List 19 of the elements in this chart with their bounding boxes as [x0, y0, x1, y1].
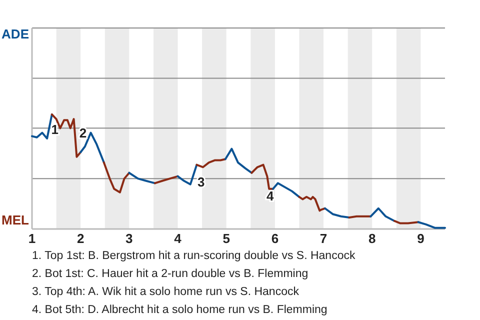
x-tick-label: 1 — [28, 231, 36, 246]
text: 4. Bot 5th: D. Albrecht hit a solo home run vs B. Flemming — [32, 304, 328, 316]
x-tick-label: 8 — [368, 231, 376, 246]
annotation: 4 — [266, 188, 274, 204]
x-tick-label: 5 — [222, 231, 230, 246]
text: 3. Top 4th: A. Wik hit a solo home run vs S. Hancock — [32, 286, 300, 298]
text: ADE — [2, 26, 30, 42]
text: 2. Bot 1st: C. Hauer hit a 2-run double vs B. Flemming — [32, 268, 308, 280]
x-tick-label: 9 — [417, 231, 424, 246]
x-tick-label: 7 — [320, 231, 328, 246]
x-tick-label: 2 — [76, 231, 84, 246]
annotation: 3 — [197, 174, 205, 190]
x-tick-label: 3 — [126, 231, 133, 246]
annotation: 2 — [79, 125, 87, 140]
text: MEL — [2, 212, 30, 228]
x-tick-label: 6 — [271, 231, 279, 246]
annotation: 1 — [51, 122, 58, 137]
text: 1. Top 1st: B. Bergstrom hit a run-scoring double vs S. Hancock — [32, 250, 356, 262]
x-tick-label: 4 — [174, 231, 182, 246]
